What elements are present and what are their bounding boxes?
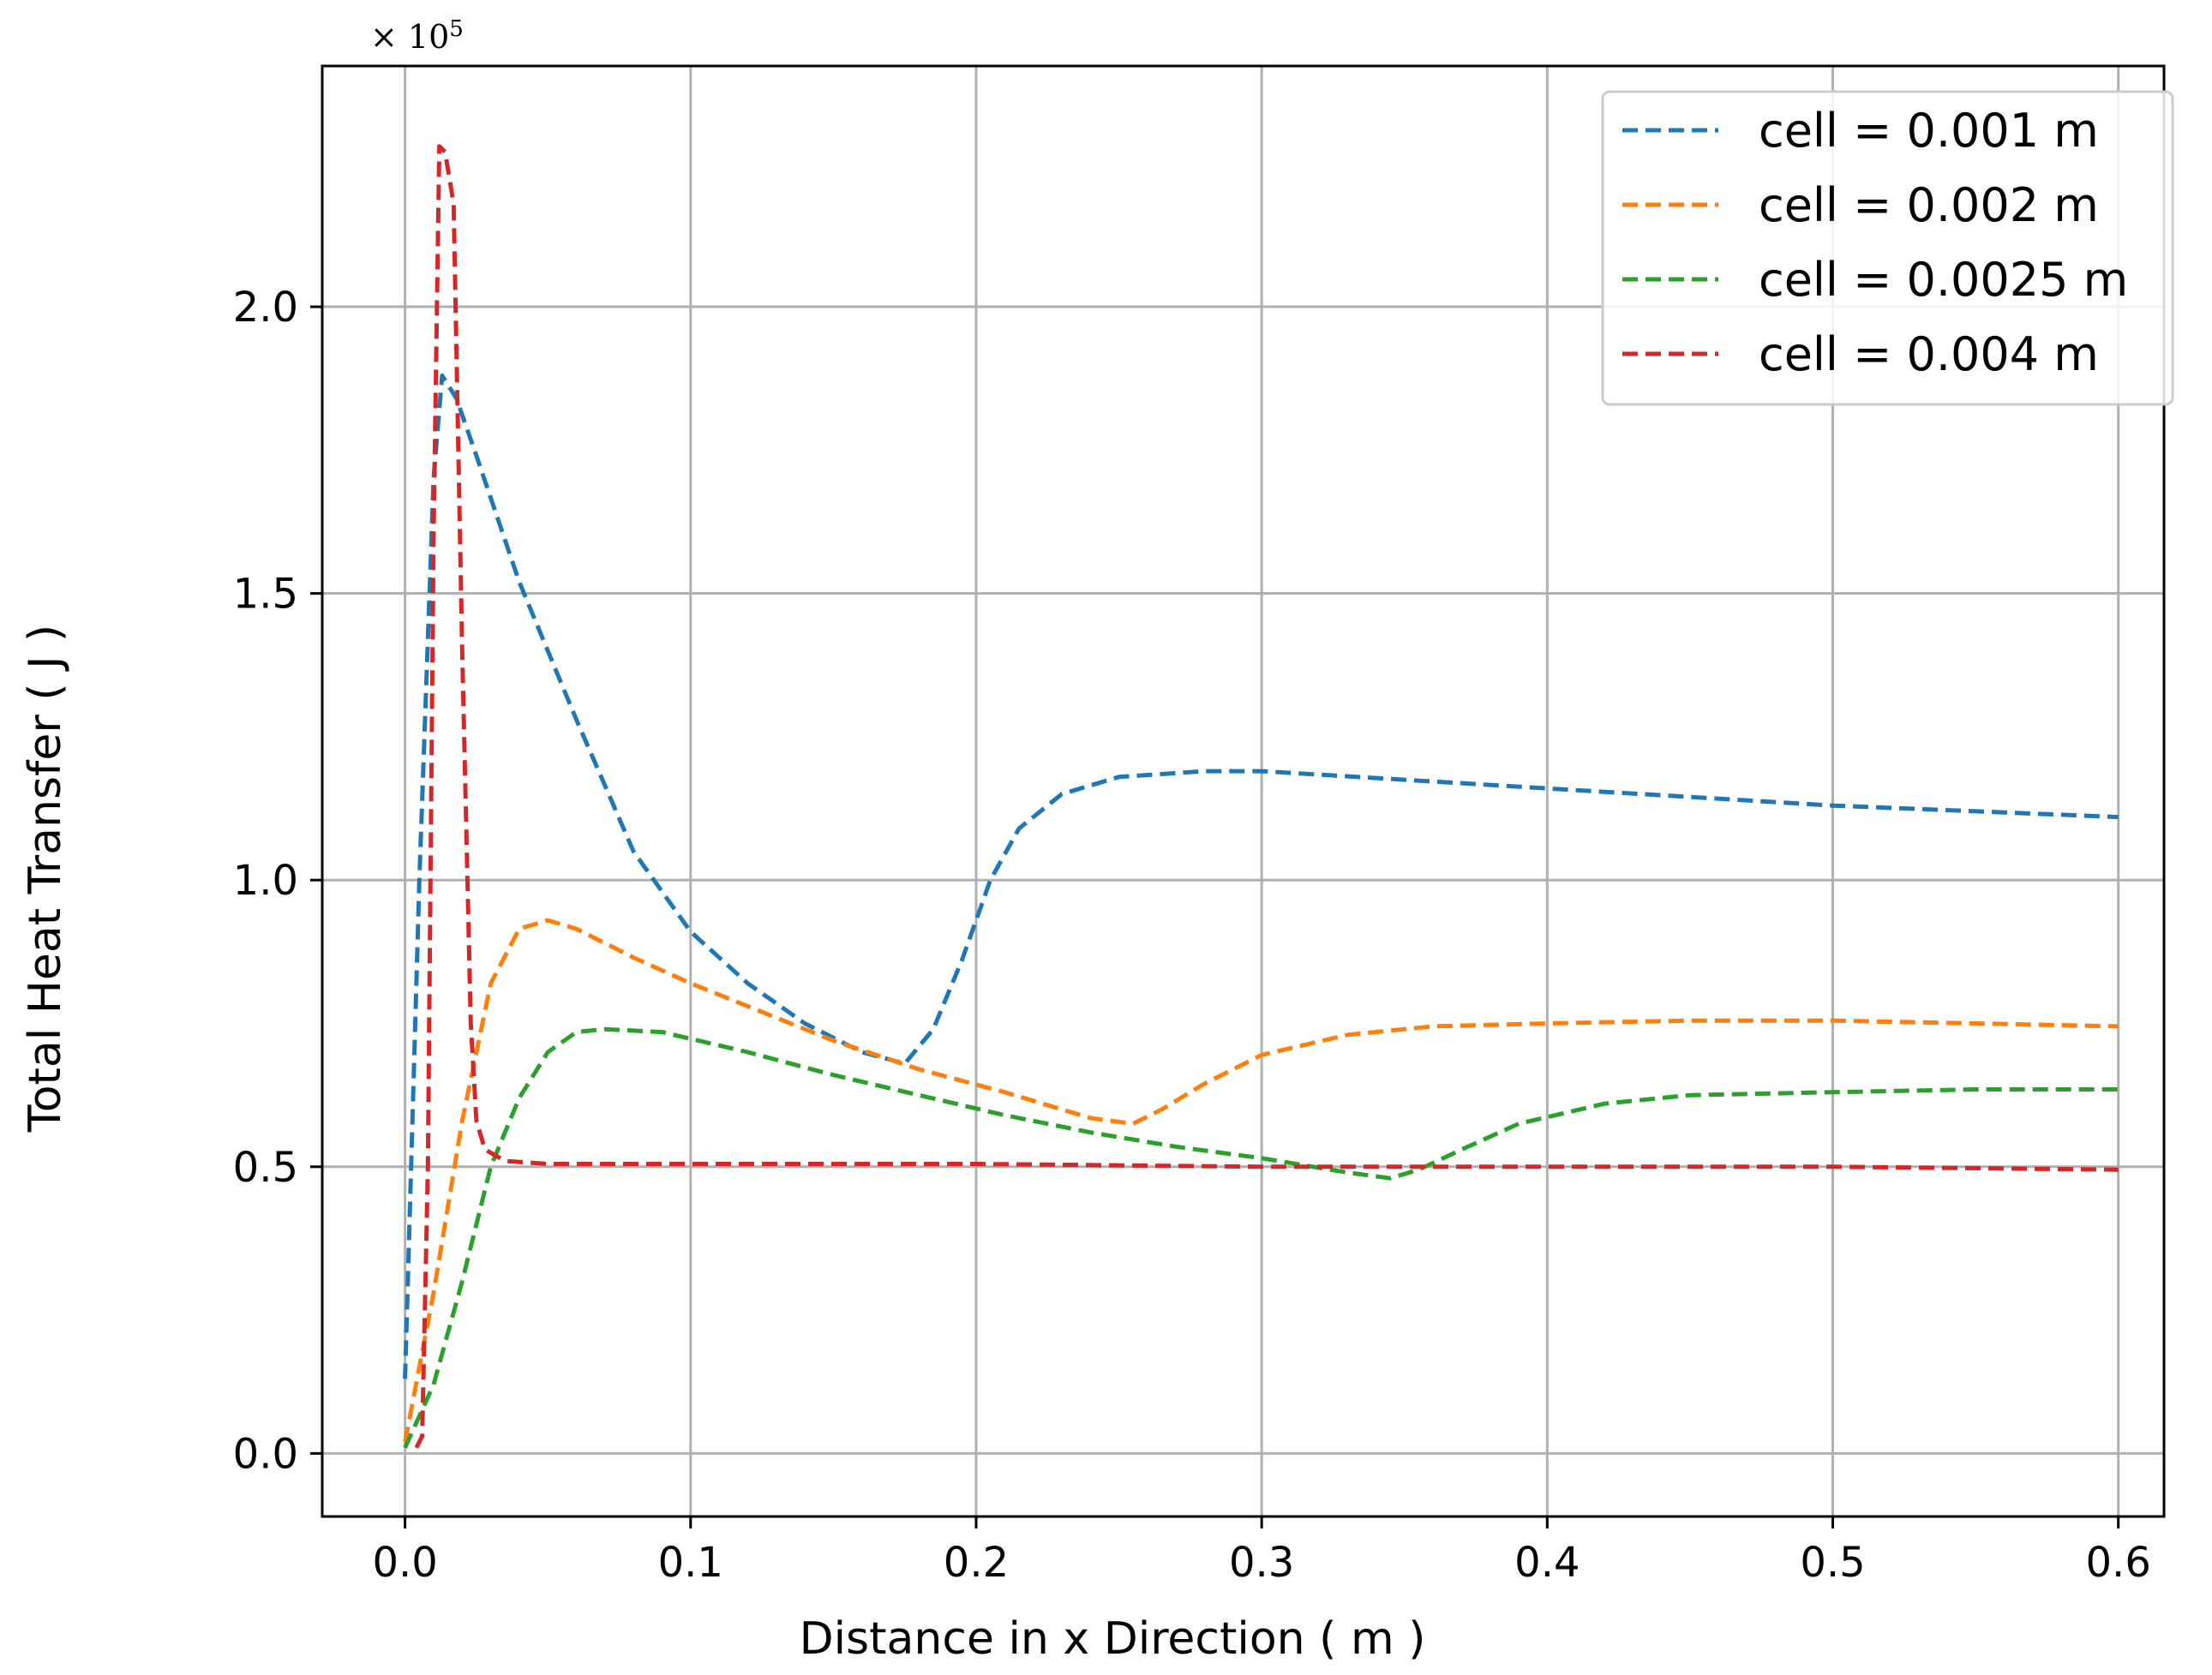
x-tick-label: 0.1 bbox=[658, 1539, 723, 1587]
y-tick-label: 2.0 bbox=[233, 284, 298, 332]
x-tick-label: 0.5 bbox=[1800, 1539, 1865, 1587]
legend-label-2: cell = 0.002 m bbox=[1759, 178, 2099, 232]
legend-label-4: cell = 0.004 m bbox=[1759, 327, 2099, 381]
y-tick-label: 0.5 bbox=[233, 1144, 298, 1192]
y-tick-label: 0.0 bbox=[233, 1430, 298, 1478]
axis-ticks bbox=[310, 305, 2120, 1528]
series-line-4 bbox=[414, 144, 2119, 1449]
y-tick-label: 1.5 bbox=[233, 571, 298, 619]
series-lines bbox=[403, 144, 2119, 1449]
y-multiplier-base: × 10 bbox=[370, 18, 449, 56]
x-tick-label: 0.3 bbox=[1229, 1539, 1294, 1587]
y-axis-label: Total Heat Transfer ( J ) bbox=[20, 625, 71, 1133]
x-tick-label: 0.2 bbox=[944, 1539, 1009, 1587]
legend-label-3: cell = 0.0025 m bbox=[1759, 253, 2128, 307]
series-line-2 bbox=[403, 918, 2119, 1443]
x-tick-label: 0.0 bbox=[372, 1539, 437, 1587]
x-tick-label: 0.6 bbox=[2086, 1539, 2151, 1587]
grid bbox=[322, 66, 2164, 1516]
plot-frame bbox=[321, 64, 2166, 1518]
y-multiplier-exponent: 5 bbox=[449, 16, 464, 42]
tick-labels: 0.0 0.1 0.2 0.3 0.4 0.5 0.6 0.0 0.5 1.0 1.5 2.0 bbox=[233, 284, 2151, 1587]
x-axis-label: Distance in x Direction ( m ) bbox=[800, 1613, 1426, 1665]
series-line-3 bbox=[403, 1026, 2119, 1449]
y-tick-label: 1.0 bbox=[233, 857, 298, 905]
legend-label-1: cell = 0.001 m bbox=[1759, 104, 2099, 158]
legend-box bbox=[1601, 90, 2174, 406]
x-tick-label: 0.4 bbox=[1514, 1539, 1580, 1587]
legend: cell = 0.001 m cell = 0.002 m cell = 0.002… bbox=[1601, 90, 2174, 406]
y-multiplier-label: × 105 bbox=[370, 16, 464, 56]
